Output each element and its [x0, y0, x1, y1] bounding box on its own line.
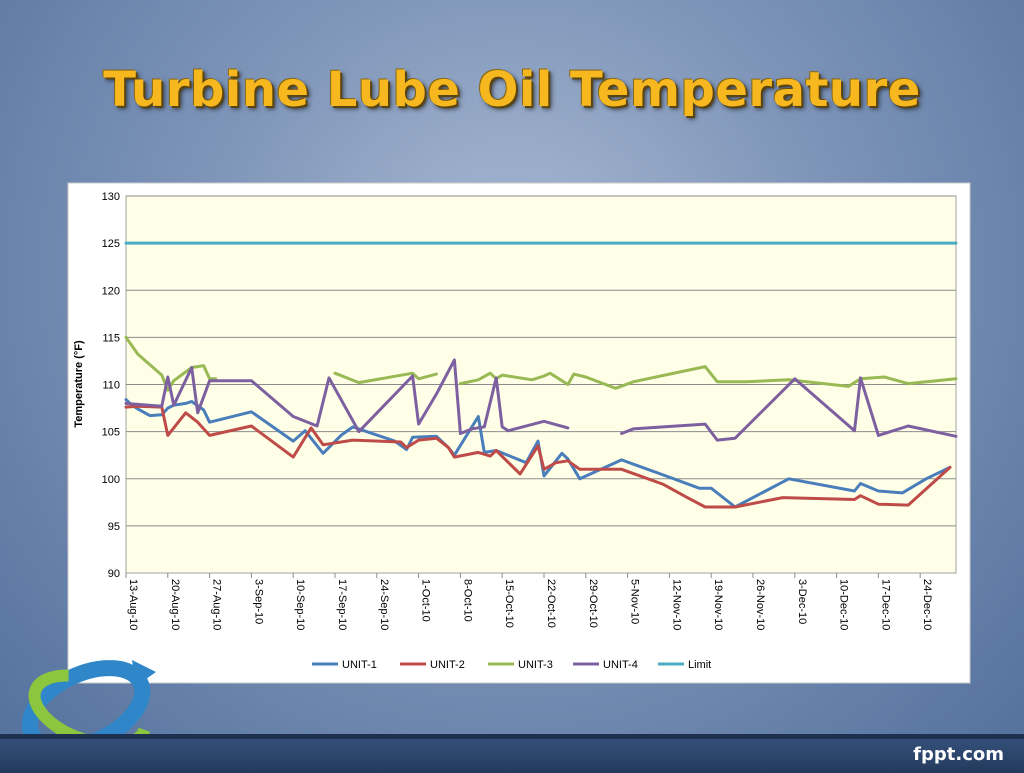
x-tick-label: 29-Oct-10 — [587, 579, 599, 628]
y-tick-label: 130 — [102, 191, 120, 203]
legend-label: UNIT-1 — [342, 659, 377, 671]
x-tick-label: 20-Aug-10 — [169, 579, 181, 630]
slide-title: Turbine Lube Oil Temperature — [103, 62, 921, 118]
x-axis-ticks: 13-Aug-10 20-Aug-10 27-Aug-10 3-Sep-10 10-Se… — [125, 573, 933, 630]
x-tick-label: 10-Dec-10 — [838, 579, 850, 630]
y-axis-title: Temperature (°F) — [73, 340, 85, 428]
x-tick-label: 3-Sep-10 — [252, 579, 264, 624]
y-tick-label: 125 — [102, 238, 120, 250]
x-tick-label: 26-Nov-10 — [754, 579, 766, 630]
x-tick-label: 24-Dec-10 — [921, 579, 933, 630]
footer-bar — [0, 734, 1024, 773]
x-tick-label: 15-Oct-10 — [503, 579, 515, 628]
x-tick-label: 12-Nov-10 — [670, 579, 682, 630]
x-tick-label: 8-Oct-10 — [461, 579, 473, 622]
x-tick-label: 19-Nov-10 — [712, 579, 724, 630]
series-lines — [124, 241, 958, 509]
y-tick-label: 95 — [108, 521, 120, 533]
legend: UNIT-1 UNIT-2 UNIT-3 UNIT-4 Limit — [312, 659, 711, 671]
x-tick-label: 13-Aug-10 — [127, 579, 139, 630]
series-line-unit-3 — [458, 365, 958, 390]
x-tick-label: 17-Sep-10 — [336, 579, 348, 630]
series-line-unit-4 — [620, 376, 958, 442]
x-tick-label: 5-Nov-10 — [629, 579, 641, 624]
legend-label: UNIT-3 — [518, 659, 553, 671]
x-tick-label: 10-Sep-10 — [294, 579, 306, 630]
y-tick-label: 120 — [102, 285, 120, 297]
y-tick-label: 100 — [102, 474, 120, 486]
y-axis-ticks: 90 95 100 105 110 115 120 125 130 — [102, 191, 120, 580]
x-tick-label: 24-Sep-10 — [378, 579, 390, 630]
series-line-unit-2 — [124, 404, 952, 509]
y-tick-label: 115 — [102, 332, 120, 344]
series-line-unit-3 — [124, 335, 218, 392]
legend-label: UNIT-4 — [603, 659, 638, 671]
y-tick-label: 110 — [102, 380, 120, 392]
y-tick-label: 105 — [102, 427, 120, 439]
series-line-unit-4 — [124, 358, 570, 435]
x-tick-label: 27-Aug-10 — [211, 579, 223, 630]
legend-label: UNIT-2 — [430, 659, 465, 671]
y-tick-label: 90 — [108, 568, 120, 580]
x-tick-label: 1-Oct-10 — [420, 579, 432, 622]
brand-label: fppt.com — [913, 744, 1004, 765]
series-line-unit-3 — [333, 371, 438, 385]
x-tick-label: 3-Dec-10 — [796, 579, 808, 624]
x-tick-label: 17-Dec-10 — [879, 579, 891, 630]
legend-label: Limit — [688, 659, 711, 671]
x-tick-label: 22-Oct-10 — [545, 579, 557, 628]
